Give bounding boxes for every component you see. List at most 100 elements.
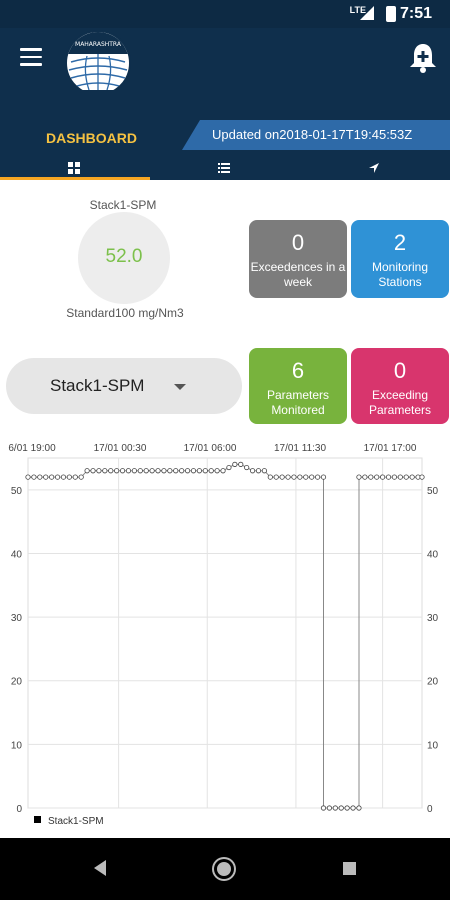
data-point-62 — [379, 474, 386, 480]
dropdown-selected: Stack1-SPM — [50, 376, 145, 395]
data-point-32 — [214, 468, 220, 474]
tab-navigation[interactable] — [300, 158, 450, 180]
app-bar: MAHARASHTRA — [0, 28, 450, 96]
x-tick-2: 17/01 06:00 — [184, 443, 237, 454]
data-point-38 — [249, 468, 256, 474]
y-tick-left-30: 30 — [11, 613, 23, 624]
data-point-56 — [350, 805, 356, 811]
y-tick-right-30: 30 — [427, 613, 439, 624]
data-point-1 — [31, 474, 37, 480]
y-tick-right-50: 50 — [427, 486, 439, 497]
parameter-dropdown[interactable]: Stack1-SPM — [6, 358, 242, 414]
parameters-label: Parameters Monitored — [266, 388, 330, 417]
dashboard-title: DASHBOARD — [46, 130, 137, 146]
tab-list[interactable] — [150, 158, 300, 180]
data-point-64 — [391, 474, 398, 480]
data-point-58 — [356, 474, 362, 480]
data-point-69 — [419, 474, 425, 480]
data-point-49 — [314, 474, 321, 480]
data-point-63 — [385, 474, 392, 480]
signal-icon — [360, 6, 374, 20]
data-point-41 — [267, 474, 273, 480]
data-point-8 — [72, 474, 78, 480]
data-point-2 — [37, 474, 43, 480]
data-point-57 — [356, 805, 362, 811]
data-point-37 — [244, 464, 250, 471]
menu-icon[interactable] — [20, 48, 42, 66]
gauge: 52.0 — [78, 212, 170, 304]
data-point-52 — [326, 805, 333, 811]
data-point-12 — [96, 468, 102, 474]
recent-apps-icon[interactable] — [343, 862, 356, 875]
data-point-6 — [60, 474, 67, 480]
data-point-31 — [208, 468, 214, 474]
parameters-monitored-card[interactable]: 6 Parameters Monitored — [249, 348, 347, 424]
data-point-22 — [155, 468, 161, 474]
exceeding-value: 0 — [393, 358, 407, 383]
tab-grid[interactable] — [0, 158, 150, 180]
data-point-21 — [149, 468, 155, 474]
data-point-44 — [285, 474, 291, 480]
exceedences-value: 0 — [291, 230, 305, 255]
y-tick-left-50: 50 — [11, 486, 23, 497]
data-point-61 — [374, 474, 380, 480]
data-point-54 — [338, 805, 344, 811]
battery-icon — [386, 6, 396, 22]
y-tick-left-20: 20 — [11, 677, 23, 688]
data-point-18 — [131, 468, 137, 474]
active-tab-indicator — [0, 177, 150, 180]
back-icon[interactable] — [94, 860, 106, 876]
exceedences-label: Exceedences in a week — [250, 260, 346, 289]
data-point-42 — [273, 474, 279, 480]
list-icon — [218, 163, 230, 173]
data-point-50 — [320, 474, 327, 480]
data-point-20 — [143, 468, 149, 474]
exceeding-label: Exceeding Parameters — [368, 388, 432, 417]
grid-icon — [68, 162, 80, 174]
caret-down-icon — [174, 384, 186, 390]
y-tick-left-10: 10 — [11, 740, 23, 751]
data-point-23 — [161, 468, 167, 474]
data-point-34 — [226, 464, 232, 471]
exceedences-card[interactable]: 0 Exceedences in a week — [249, 220, 347, 298]
y-tick-left-0: 0 — [16, 804, 22, 815]
data-point-48 — [309, 474, 315, 480]
monitoring-stations-card[interactable]: 2 Monitoring Stations — [351, 220, 449, 298]
data-point-65 — [397, 474, 403, 480]
data-point-30 — [202, 468, 208, 474]
logo: MAHARASHTRA — [65, 30, 131, 96]
y-tick-right-10: 10 — [427, 740, 439, 751]
data-point-16 — [119, 468, 126, 474]
data-point-35 — [232, 461, 238, 467]
data-point-15 — [114, 468, 120, 474]
x-tick-4: 17/01 17:00 — [364, 443, 417, 454]
status-bar: LTE 7:51 — [0, 0, 450, 28]
stations-value: 2 — [393, 230, 407, 255]
exceeding-parameters-card[interactable]: 0 Exceeding Parameters — [351, 348, 449, 424]
legend-swatch — [34, 816, 41, 823]
stations-label: Monitoring Stations — [371, 260, 429, 289]
line-chart[interactable]: 0 0 10 10 20 20 30 30 40 40 50 50 6/01 19:00 17/01 00… — [0, 436, 450, 836]
data-point-24 — [167, 468, 173, 474]
data-point-55 — [344, 805, 350, 811]
x-tick-3: 17/01 11:30 — [274, 443, 327, 454]
y-tick-right-40: 40 — [427, 549, 439, 560]
data-point-45 — [291, 474, 297, 480]
data-point-26 — [179, 468, 185, 474]
x-tick-0: 6/01 19:00 — [8, 443, 56, 454]
data-point-60 — [368, 474, 374, 480]
data-point-11 — [90, 468, 96, 474]
add-alert-icon[interactable] — [408, 42, 438, 74]
data-point-7 — [66, 474, 72, 480]
y-tick-left-40: 40 — [11, 549, 23, 560]
data-point-51 — [320, 805, 327, 811]
data-point-9 — [78, 474, 84, 480]
data-point-25 — [173, 468, 179, 474]
data-point-43 — [279, 474, 285, 480]
y-tick-right-0: 0 — [427, 804, 433, 815]
home-icon[interactable] — [217, 862, 231, 876]
data-point-29 — [196, 468, 202, 474]
data-point-36 — [238, 461, 244, 467]
logo-text: MAHARASHTRA — [75, 41, 122, 48]
y-tick-right-20: 20 — [427, 677, 439, 688]
